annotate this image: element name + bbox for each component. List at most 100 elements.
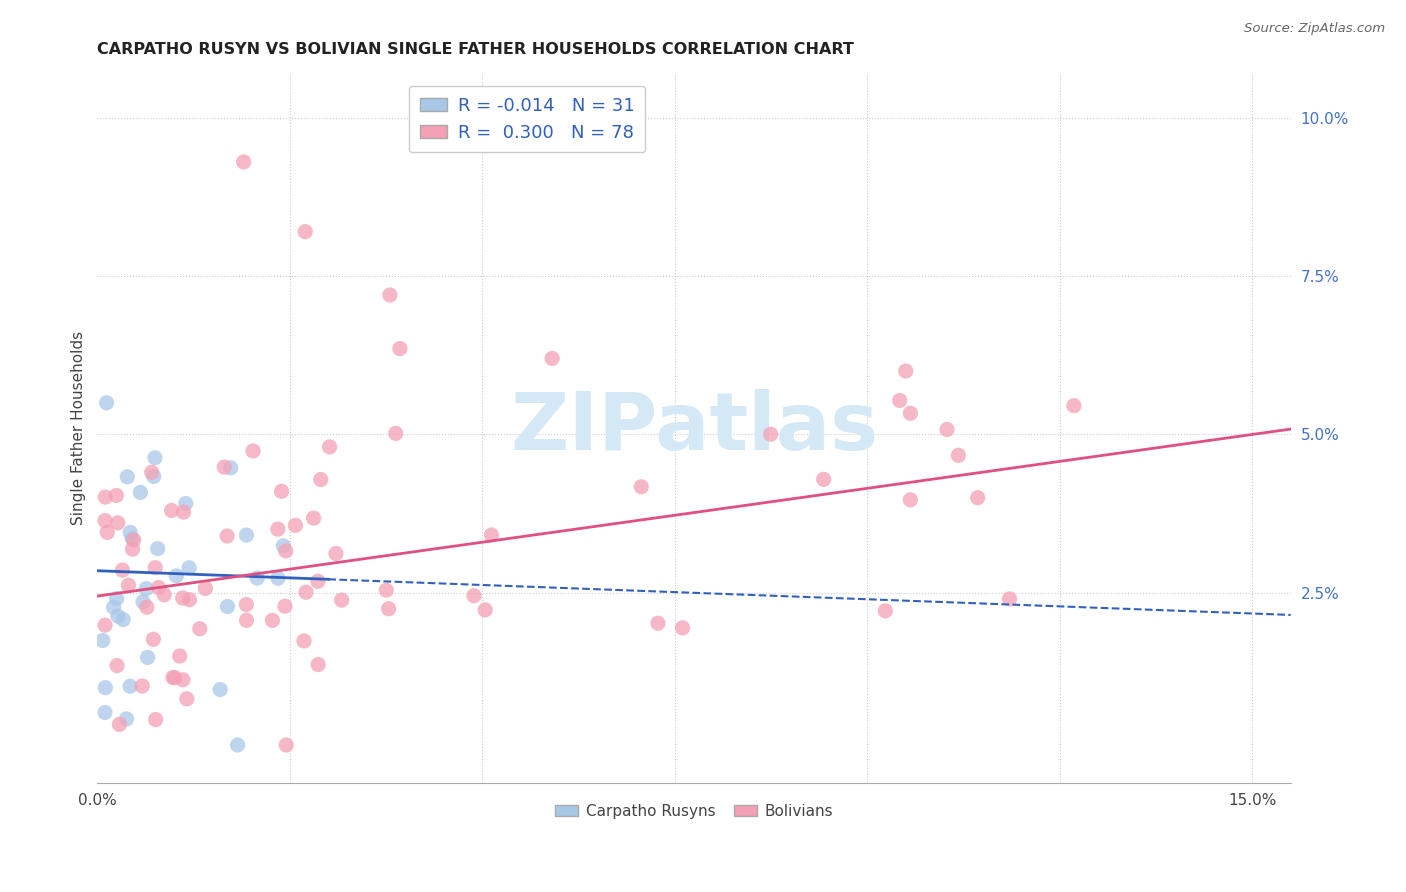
Point [307, 657, 329, 672]
Point [143, 560, 166, 574]
Point [162, 671, 184, 685]
Point [235, 598, 257, 612]
Point [307, 574, 329, 589]
Point [759, 427, 782, 442]
Point [209, 682, 232, 697]
Point [153, 588, 176, 602]
Point [898, 492, 921, 507]
Point [169, 649, 191, 664]
Point [105, 591, 128, 606]
Point [165, 569, 187, 583]
Point [135, 582, 157, 596]
Point [112, 613, 135, 627]
Point [107, 516, 129, 530]
Point [270, 484, 292, 499]
Text: CARPATHO RUSYN VS BOLIVIAN SINGLE FATHER HOUSEHOLDS CORRELATION CHART: CARPATHO RUSYN VS BOLIVIAN SINGLE FATHER… [97, 42, 855, 57]
Point [141, 465, 163, 479]
Point [131, 679, 153, 693]
Point [647, 616, 669, 631]
Point [121, 532, 143, 546]
Legend: Carpatho Rusyns, Bolivians: Carpatho Rusyns, Bolivians [550, 797, 839, 825]
Point [271, 539, 294, 553]
Point [309, 473, 332, 487]
Point [136, 650, 159, 665]
Point [94, 706, 117, 720]
Point [630, 480, 652, 494]
Point [235, 528, 257, 542]
Point [541, 351, 564, 366]
Point [330, 593, 353, 607]
Point [96, 396, 118, 410]
Point [122, 533, 145, 547]
Y-axis label: Single Father Households: Single Father Households [72, 331, 86, 525]
Point [129, 485, 152, 500]
Point [262, 613, 284, 627]
Point [94, 681, 117, 695]
Point [274, 544, 297, 558]
Point [96, 525, 118, 540]
Point [1063, 399, 1085, 413]
Point [889, 393, 911, 408]
Point [194, 582, 217, 596]
Point [121, 542, 143, 557]
Point [318, 440, 340, 454]
Point [107, 609, 129, 624]
Point [235, 613, 257, 627]
Point [294, 225, 316, 239]
Point [103, 600, 125, 615]
Point [898, 406, 921, 420]
Point [94, 618, 117, 632]
Point [120, 679, 142, 693]
Point [463, 589, 485, 603]
Point [481, 528, 503, 542]
Point [108, 717, 131, 731]
Point [375, 583, 398, 598]
Point [295, 585, 318, 599]
Point [242, 444, 264, 458]
Point [276, 738, 298, 752]
Point [176, 691, 198, 706]
Point [105, 488, 128, 502]
Point [105, 658, 128, 673]
Point [384, 426, 406, 441]
Point [142, 632, 165, 647]
Point [148, 581, 170, 595]
Point [143, 450, 166, 465]
Point [117, 578, 139, 592]
Point [94, 490, 117, 504]
Point [377, 601, 399, 615]
Point [179, 592, 201, 607]
Point [232, 155, 254, 169]
Point [894, 364, 917, 378]
Point [474, 603, 496, 617]
Point [325, 547, 347, 561]
Point [135, 600, 157, 615]
Point [267, 571, 290, 585]
Point [378, 288, 401, 302]
Point [292, 634, 315, 648]
Point [813, 472, 835, 486]
Point [671, 621, 693, 635]
Point [875, 604, 897, 618]
Point [246, 571, 269, 585]
Point [188, 622, 211, 636]
Point [174, 496, 197, 510]
Point [966, 491, 988, 505]
Text: Source: ZipAtlas.com: Source: ZipAtlas.com [1244, 22, 1385, 36]
Point [173, 505, 195, 519]
Point [177, 561, 200, 575]
Point [226, 738, 249, 752]
Point [172, 673, 194, 687]
Point [388, 342, 411, 356]
Point [163, 671, 186, 685]
Point [302, 511, 325, 525]
Text: ZIPatlas: ZIPatlas [510, 389, 879, 467]
Point [172, 591, 194, 605]
Point [274, 599, 297, 614]
Point [215, 529, 238, 543]
Point [948, 448, 970, 462]
Point [120, 525, 142, 540]
Point [117, 470, 139, 484]
Point [91, 633, 114, 648]
Point [94, 514, 117, 528]
